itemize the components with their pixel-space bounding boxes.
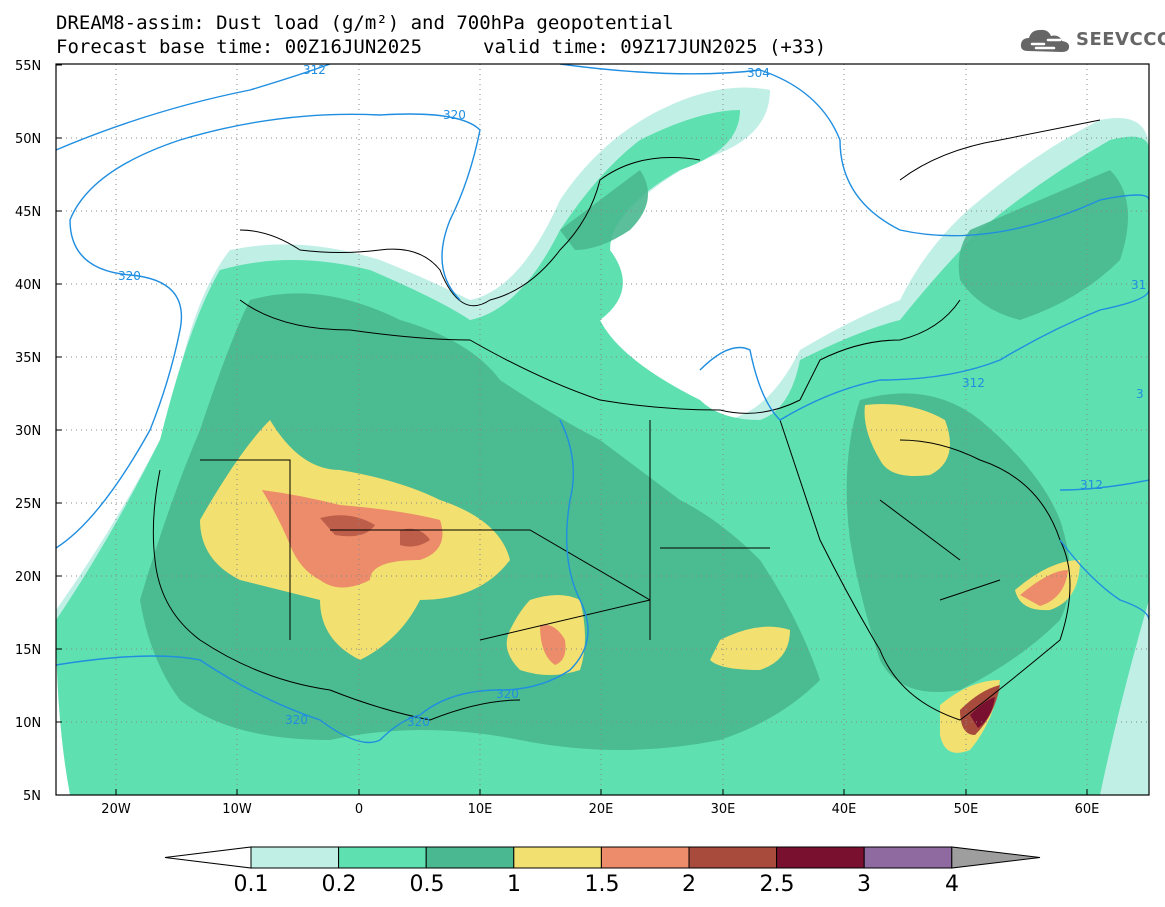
colorbar-label: 2 bbox=[682, 872, 696, 897]
lat-label: 25N bbox=[15, 497, 41, 512]
dust-band-1.5-b bbox=[540, 624, 566, 665]
colorbar-segment bbox=[425, 846, 515, 869]
colorbar-segment bbox=[688, 846, 778, 869]
graticule bbox=[56, 64, 1149, 795]
dust-band-1.5 bbox=[262, 490, 443, 588]
lon-label: 10E bbox=[468, 802, 493, 817]
colorbar-label: 1.5 bbox=[584, 872, 620, 897]
latitude-axis bbox=[56, 64, 62, 723]
logo-text: SEEVCCC bbox=[1076, 29, 1165, 50]
lon-label: 30E bbox=[711, 802, 736, 817]
contour-label: 3 bbox=[1136, 387, 1144, 401]
lon-label: 20E bbox=[589, 802, 614, 817]
contour-label: 312 bbox=[303, 63, 326, 77]
contour-label: 312 bbox=[1080, 478, 1103, 492]
contour-label: 320 bbox=[443, 108, 466, 122]
lon-label: 0 bbox=[355, 802, 363, 817]
contour-labels: 312 304 320 320 312 312 320 320 320 31 3 bbox=[118, 63, 1146, 729]
lon-label: 20W bbox=[101, 802, 131, 817]
colorbar-segment bbox=[338, 846, 427, 869]
dust-band-0.5-c bbox=[958, 170, 1128, 320]
lat-label: 30N bbox=[15, 424, 41, 439]
cloud-icon bbox=[1020, 29, 1070, 52]
dust-field bbox=[56, 87, 1149, 795]
lon-label: 10W bbox=[222, 802, 252, 817]
colorbar-label: 0.5 bbox=[409, 872, 445, 897]
colorbar-label: 4 bbox=[945, 872, 959, 897]
dust-band-1-c bbox=[710, 626, 790, 670]
latitude-labels: 55N 50N 45N 40N 35N 30N 25N 20N 15N 10N … bbox=[15, 59, 41, 804]
dust-band-0.5-d bbox=[560, 170, 648, 250]
contour-label: 31 bbox=[1131, 278, 1146, 292]
contour-label: 312 bbox=[962, 376, 985, 390]
colorbar-label: 2.5 bbox=[759, 872, 795, 897]
lat-label: 5N bbox=[23, 789, 41, 804]
lat-label: 50N bbox=[15, 132, 41, 147]
dust-band-2.5 bbox=[970, 697, 995, 728]
contour-label: 320 bbox=[285, 713, 308, 727]
dust-band-1.5-c bbox=[1020, 570, 1068, 606]
colorbar-under-triangle bbox=[164, 846, 252, 869]
lon-label: 50E bbox=[954, 802, 979, 817]
lat-label: 10N bbox=[15, 716, 41, 731]
colorbar-segment bbox=[600, 846, 690, 869]
contour-label: 320 bbox=[118, 269, 141, 283]
longitude-labels: 20W 10W 0 10E 20E 30E 40E 50E 60E bbox=[101, 802, 1099, 817]
colorbar bbox=[164, 846, 1041, 869]
lat-label: 45N bbox=[15, 205, 41, 220]
geopotential-contours bbox=[56, 64, 1149, 744]
colorbar-label: 1 bbox=[507, 872, 521, 897]
colorbar-segment bbox=[863, 846, 953, 869]
colorbar-over-triangle bbox=[951, 846, 1041, 869]
contour-label: 304 bbox=[747, 66, 770, 80]
coastlines bbox=[152, 119, 1101, 721]
lat-label: 40N bbox=[15, 278, 41, 293]
forecast-base-time: Forecast base time: 00Z16JUN2025 bbox=[56, 36, 423, 58]
colorbar-segment bbox=[513, 846, 602, 869]
colorbar-label: 0.1 bbox=[233, 872, 269, 897]
lat-label: 55N bbox=[15, 59, 41, 74]
colorbar-label: 3 bbox=[857, 872, 871, 897]
contour-label: 320 bbox=[496, 687, 519, 701]
lon-label: 60E bbox=[1075, 802, 1100, 817]
seevccc-logo: SEEVCCC bbox=[1018, 24, 1165, 58]
contour-label: 320 bbox=[407, 715, 430, 729]
lat-label: 20N bbox=[15, 570, 41, 585]
lat-label: 15N bbox=[15, 643, 41, 658]
dust-band-2 bbox=[320, 515, 430, 547]
colorbar-segment bbox=[250, 846, 340, 869]
colorbar-label: 0.2 bbox=[321, 872, 357, 897]
colorbar-segment bbox=[776, 846, 865, 869]
lon-label: 40E bbox=[832, 802, 857, 817]
lat-label: 35N bbox=[15, 351, 41, 366]
longitude-axis bbox=[115, 789, 1088, 795]
valid-time: valid time: 09Z17JUN2025 (+33) bbox=[483, 36, 827, 58]
map-title: DREAM8-assim: Dust load (g/m²) and 700hP… bbox=[56, 12, 674, 34]
